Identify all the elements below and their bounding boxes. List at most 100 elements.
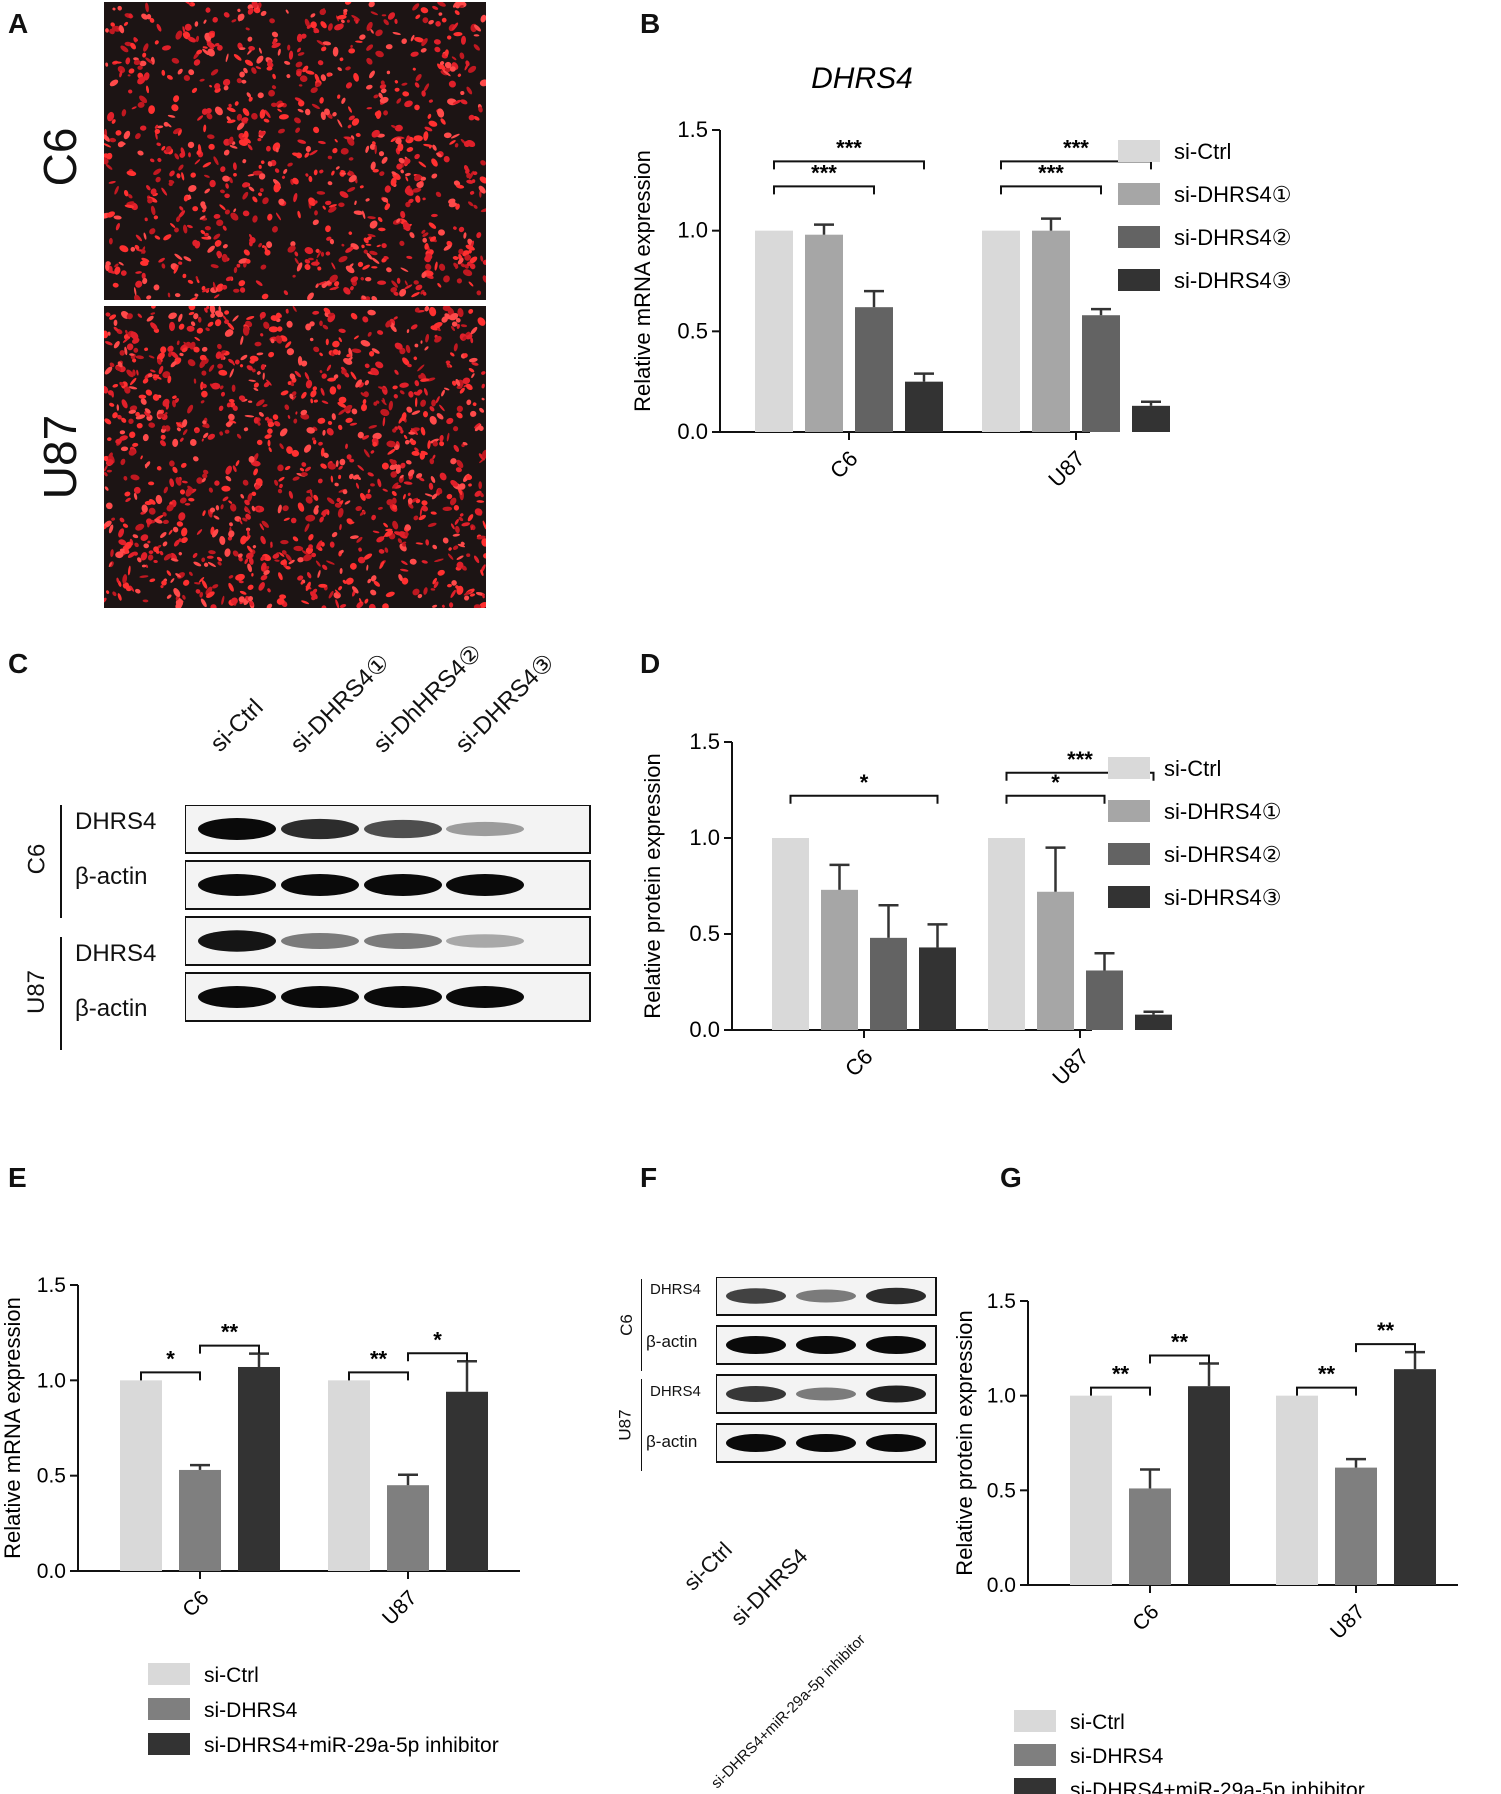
cell-mark bbox=[350, 44, 353, 48]
significance-bracket bbox=[1000, 185, 1102, 195]
legend-swatch bbox=[1118, 183, 1160, 205]
cell-mark bbox=[238, 596, 245, 603]
cell-mark bbox=[334, 589, 341, 596]
cell-mark bbox=[128, 418, 134, 425]
cell-mark bbox=[278, 572, 283, 581]
cell-mark bbox=[280, 559, 287, 566]
cell-mark bbox=[415, 284, 423, 291]
significance-bracket bbox=[140, 1371, 201, 1381]
cell-mark bbox=[401, 541, 407, 545]
cell-mark bbox=[154, 124, 159, 129]
cell-mark bbox=[314, 210, 318, 216]
cell-mark bbox=[291, 449, 299, 457]
cell-mark bbox=[266, 66, 273, 71]
cell-mark bbox=[414, 104, 420, 111]
cell-mark bbox=[428, 482, 434, 490]
cell-mark bbox=[152, 374, 162, 380]
cell-mark bbox=[199, 215, 206, 220]
cell-mark bbox=[453, 226, 457, 230]
cell-mark bbox=[456, 459, 464, 469]
cell-mark bbox=[126, 343, 134, 351]
significance-bracket bbox=[348, 1371, 409, 1381]
cell-mark bbox=[135, 271, 142, 274]
cell-mark bbox=[220, 391, 226, 397]
legend-label: si-DHRS4③ bbox=[1164, 885, 1282, 910]
cell-mark bbox=[365, 84, 373, 90]
x-tick-label: C6 bbox=[825, 446, 863, 484]
cell-mark bbox=[443, 387, 450, 391]
cell-mark bbox=[199, 359, 206, 369]
cell-mark bbox=[134, 244, 140, 250]
cell-mark bbox=[117, 141, 125, 148]
cell-mark bbox=[386, 267, 392, 273]
cell-mark bbox=[457, 308, 464, 318]
cell-mark bbox=[222, 175, 230, 182]
x-tick-label: U87 bbox=[1043, 446, 1089, 492]
cell-mark bbox=[437, 569, 445, 576]
cell-mark bbox=[134, 294, 141, 300]
cell-mark bbox=[455, 203, 460, 210]
cell-mark bbox=[411, 450, 420, 456]
cell-mark bbox=[105, 28, 109, 33]
cell-mark bbox=[239, 590, 247, 595]
cell-mark bbox=[442, 306, 451, 312]
blot-band bbox=[446, 821, 524, 837]
cell-mark bbox=[373, 94, 379, 99]
cell-mark bbox=[392, 497, 397, 504]
cell-mark bbox=[470, 326, 478, 335]
cell-mark bbox=[401, 38, 407, 45]
cell-mark bbox=[423, 131, 429, 141]
cell-mark bbox=[410, 51, 419, 57]
cell-mark bbox=[345, 82, 353, 89]
cell-mark bbox=[141, 272, 146, 280]
cell-mark bbox=[198, 577, 205, 583]
cell-mark bbox=[130, 377, 137, 386]
cell-mark bbox=[280, 540, 289, 545]
cell-mark bbox=[459, 387, 465, 394]
cell-mark bbox=[438, 12, 443, 16]
cell-mark bbox=[412, 67, 416, 71]
cell-mark bbox=[223, 85, 229, 91]
cell-mark bbox=[292, 177, 299, 185]
cell-mark bbox=[170, 558, 179, 562]
cell-mark bbox=[137, 150, 144, 156]
cell-mark bbox=[380, 88, 387, 94]
cell-mark bbox=[372, 168, 379, 173]
y-tick-label: 0.0 bbox=[987, 1574, 1016, 1597]
cell-mark bbox=[279, 443, 284, 450]
cell-mark bbox=[127, 565, 131, 576]
cell-mark bbox=[116, 404, 120, 411]
cell-mark bbox=[377, 478, 382, 488]
cell-mark bbox=[142, 249, 146, 254]
cell-mark bbox=[454, 10, 460, 16]
blot-band bbox=[198, 930, 276, 952]
cell-mark bbox=[329, 274, 338, 283]
legend-swatch bbox=[1014, 1778, 1056, 1794]
cell-mark bbox=[353, 335, 359, 340]
cell-mark bbox=[188, 571, 193, 576]
cell-mark bbox=[122, 523, 129, 528]
cell-mark bbox=[142, 599, 149, 603]
cell-mark bbox=[194, 159, 201, 165]
cell-mark bbox=[387, 448, 396, 455]
cell-mark bbox=[130, 331, 139, 340]
cell-mark bbox=[196, 477, 204, 484]
cell-mark bbox=[450, 133, 460, 139]
cell-mark bbox=[205, 7, 211, 13]
cell-mark bbox=[346, 353, 352, 358]
cell-mark bbox=[232, 405, 238, 411]
cell-mark bbox=[275, 147, 279, 153]
cell-mark bbox=[246, 365, 253, 371]
cell-mark bbox=[390, 471, 397, 478]
cell-mark bbox=[422, 197, 426, 201]
cell-mark bbox=[123, 189, 129, 197]
cell-mark bbox=[375, 29, 383, 37]
cell-mark bbox=[312, 386, 317, 391]
cell-mark bbox=[147, 554, 154, 561]
cell-mark bbox=[206, 113, 213, 120]
bar bbox=[1188, 1386, 1230, 1585]
cell-mark bbox=[224, 548, 231, 557]
cell-mark bbox=[341, 19, 345, 24]
cell-mark bbox=[410, 34, 415, 42]
